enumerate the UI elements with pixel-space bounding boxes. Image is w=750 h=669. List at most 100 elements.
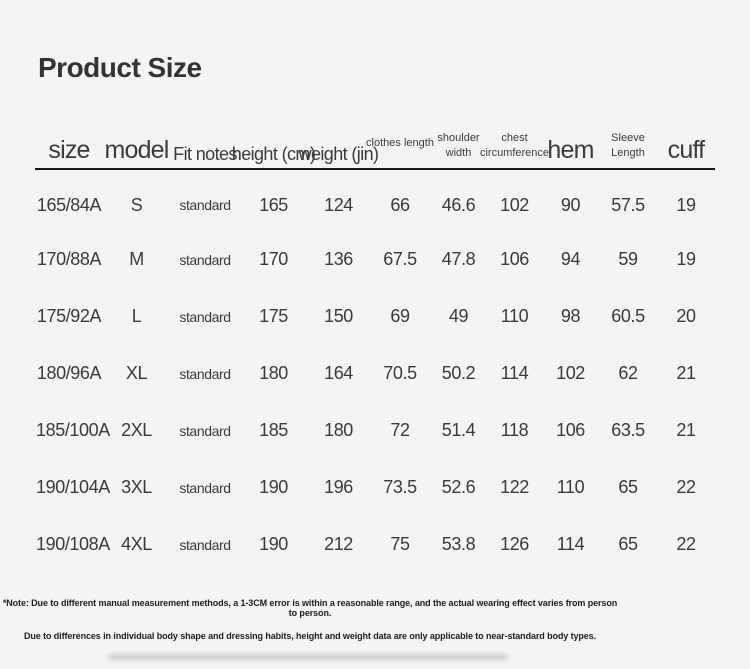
note-line-1: *Note: Due to different manual measureme… bbox=[2, 598, 618, 618]
table-cell: 94 bbox=[560, 249, 581, 269]
column-header-chest-circumference: chest circumference bbox=[480, 98, 549, 170]
product-size-section: Product Size size model Fit notes height… bbox=[0, 50, 750, 669]
column-header-height: height (cm) bbox=[232, 98, 316, 170]
table-cell: 196 bbox=[324, 477, 353, 497]
table-cell: 190/108A bbox=[36, 534, 110, 554]
table-cell: 180/96A bbox=[36, 363, 102, 383]
column-header-fit-notes-label: Fit notes bbox=[173, 144, 237, 164]
table-cell: 165 bbox=[259, 194, 288, 215]
table-cell: 49 bbox=[448, 306, 469, 326]
table-cell: 114 bbox=[500, 363, 529, 383]
table-cell: 190 bbox=[259, 534, 288, 554]
table-cell: 170/88A bbox=[36, 249, 102, 269]
table-cell: standard bbox=[179, 365, 231, 382]
faint-watermark bbox=[108, 654, 508, 660]
note-line-2: Due to differences in individual body sh… bbox=[23, 631, 596, 641]
table-cell: 21 bbox=[676, 420, 696, 440]
table-cell: 175 bbox=[259, 306, 288, 326]
table-cell: 2XL bbox=[121, 420, 152, 440]
table-cell: 59 bbox=[618, 249, 638, 269]
column-header-shoulder-width-label: shoulder width bbox=[437, 132, 480, 159]
table-cell: 67.5 bbox=[383, 249, 417, 269]
table-row: 180/96A XL standard 180 164 70.5 50.2 114 102 62 2… bbox=[35, 345, 715, 402]
table-cell: 22 bbox=[676, 534, 696, 554]
table-cell: 110 bbox=[556, 477, 585, 497]
table-cell: 170 bbox=[259, 249, 288, 269]
size-chart-header-row: size model Fit notes height (cm) weight … bbox=[35, 98, 715, 170]
table-cell: 165/84A bbox=[36, 194, 102, 215]
table-cell: 102 bbox=[556, 363, 585, 383]
table-cell: 51.4 bbox=[441, 420, 476, 440]
table-cell: 124 bbox=[324, 194, 353, 215]
table-cell: 47.8 bbox=[441, 249, 476, 269]
table-cell: 20 bbox=[676, 306, 696, 326]
table-cell: 164 bbox=[324, 363, 353, 383]
column-header-sleeve-length-label: Sleeve Length bbox=[611, 132, 645, 159]
table-cell: 185/100A bbox=[36, 420, 110, 440]
table-cell: 175/92A bbox=[36, 306, 102, 326]
table-cell: 63.5 bbox=[611, 420, 645, 440]
column-header-weight: weight (jin) bbox=[299, 98, 379, 170]
table-cell: 136 bbox=[324, 249, 353, 269]
table-cell: standard bbox=[179, 197, 231, 213]
table-cell: 57.5 bbox=[611, 194, 645, 215]
table-cell: 50.2 bbox=[441, 363, 476, 383]
table-cell: 73.5 bbox=[383, 477, 417, 497]
column-header-clothes-length-label: clothes length bbox=[366, 137, 434, 149]
column-header-shoulder-width: shoulder width bbox=[430, 98, 487, 170]
column-header-size-label: size bbox=[48, 136, 90, 164]
table-cell: 118 bbox=[500, 420, 529, 440]
table-cell: L bbox=[131, 306, 142, 326]
column-header-fit-notes: Fit notes bbox=[170, 98, 240, 170]
table-row: 185/100A 2XL standard 185 180 72 51.4 118 106 63.… bbox=[35, 402, 715, 459]
table-cell: 65 bbox=[618, 534, 638, 554]
column-header-cuff: cuff bbox=[657, 98, 715, 170]
column-header-model: model bbox=[103, 98, 170, 170]
column-header-hem-label: hem bbox=[547, 136, 594, 164]
table-cell: 212 bbox=[324, 534, 353, 554]
table-cell: standard bbox=[179, 308, 231, 325]
table-cell: 4XL bbox=[121, 534, 152, 554]
column-header-sleeve-length: Sleeve Length bbox=[599, 98, 657, 170]
table-cell: 65 bbox=[618, 477, 638, 497]
table-cell: 70.5 bbox=[383, 363, 417, 383]
table-cell: 150 bbox=[324, 306, 353, 326]
table-cell: 110 bbox=[500, 306, 529, 326]
table-cell: 190 bbox=[259, 477, 288, 497]
table-cell: 190/104A bbox=[36, 477, 110, 497]
table-cell: 46.6 bbox=[441, 194, 476, 215]
table-cell: 126 bbox=[500, 534, 529, 554]
table-cell: 90 bbox=[560, 194, 581, 215]
table-row: 190/104A 3XL standard 190 196 73.5 52.6 122 110 6… bbox=[35, 459, 715, 516]
column-header-model-label: model bbox=[104, 136, 169, 164]
page-title: Product Size bbox=[38, 52, 202, 83]
table-cell: 102 bbox=[500, 194, 529, 215]
table-cell: S bbox=[130, 194, 143, 215]
size-chart-table: size model Fit notes height (cm) weight … bbox=[35, 98, 715, 573]
table-cell: 75 bbox=[390, 534, 410, 554]
table-cell: 122 bbox=[500, 477, 529, 497]
table-cell: 180 bbox=[259, 363, 288, 383]
table-cell: 19 bbox=[676, 194, 696, 215]
column-header-size: size bbox=[35, 98, 103, 170]
table-cell: 98 bbox=[560, 306, 581, 326]
table-cell: 52.6 bbox=[441, 477, 476, 497]
table-cell: standard bbox=[179, 479, 231, 496]
table-cell: 21 bbox=[676, 363, 696, 383]
table-cell: XL bbox=[125, 363, 148, 383]
table-cell: standard bbox=[179, 422, 231, 439]
table-cell: 60.5 bbox=[611, 306, 645, 326]
table-cell: 62 bbox=[618, 363, 638, 383]
table-cell: 72 bbox=[390, 420, 410, 440]
table-cell: M bbox=[129, 249, 144, 269]
table-cell: 66 bbox=[390, 194, 410, 215]
table-cell: 106 bbox=[500, 249, 529, 269]
table-cell: 53.8 bbox=[441, 534, 476, 554]
table-cell: standard bbox=[179, 536, 231, 553]
column-header-cuff-label: cuff bbox=[667, 136, 705, 164]
table-cell: 69 bbox=[390, 306, 410, 326]
